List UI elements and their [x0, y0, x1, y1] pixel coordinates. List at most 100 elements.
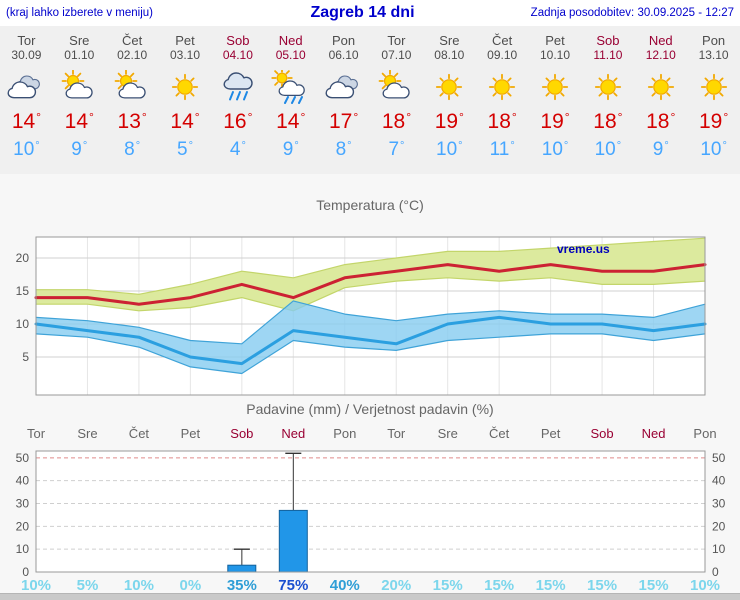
weather-icon-wrap — [211, 65, 264, 109]
sunny-icon — [700, 73, 727, 101]
day-max-temp: 14° — [276, 110, 306, 133]
sunny-icon — [171, 73, 199, 101]
weather-icon-wrap — [687, 65, 740, 109]
svg-text:10: 10 — [712, 542, 726, 556]
weather-icon-wrap — [106, 65, 159, 109]
day-min-temp: 4° — [229, 139, 246, 160]
day-min-temp: 10° — [594, 139, 622, 160]
forecast-day[interactable]: Sre 08.10 19° 10° — [423, 26, 476, 174]
day-date: 09.10 — [487, 48, 518, 62]
partly-icon — [379, 70, 411, 99]
precipitation-section: Padavine (mm) / Verjetnost padavin (%) T… — [0, 400, 740, 594]
precipitation-chart: 0 0 10 10 20 20 30 30 40 40 50 50 — [0, 448, 740, 578]
forecast-day[interactable]: Ned 12.10 18° 9° — [634, 26, 687, 174]
precip-probability: 5% — [76, 577, 99, 594]
svg-text:0: 0 — [22, 565, 29, 578]
sunny-icon — [647, 73, 674, 101]
precip-probability: 10% — [689, 577, 721, 594]
day-max-temp: 14° — [64, 110, 94, 133]
sunny-icon — [436, 73, 463, 101]
day-min-temp: 5° — [177, 139, 193, 160]
day-date: 04.10 — [222, 48, 253, 62]
precip-day-labels: Tor Sre Čet Pet Sob Ned Pon Tor Sre Čet Pet Sob Ned P… — [0, 422, 740, 448]
last-update-text: Zadnja posodobitev: 30.09.2025 - 12:27 — [530, 7, 734, 19]
svg-text:10: 10 — [16, 542, 30, 556]
precip-probability-labels: 10% 5% 10% 0% 35% 75% 40% 20% 15% 15% 15% 15% 15% 10% — [0, 577, 740, 594]
forecast-day[interactable]: Pon 06.10 17° 8° — [317, 26, 370, 174]
precip-day-label: Tor — [26, 426, 46, 441]
svg-text:20: 20 — [16, 519, 30, 533]
precip-probability: 15% — [535, 577, 566, 594]
day-name: Sob — [226, 33, 250, 48]
forecast-day[interactable]: Sre 01.10 14° 9° — [53, 26, 106, 174]
day-name: Sre — [69, 33, 90, 48]
partly-icon — [114, 70, 146, 99]
svg-text:40: 40 — [16, 474, 30, 488]
day-name: Čet — [122, 33, 143, 48]
sunny-icon — [594, 73, 621, 101]
partly-icon — [61, 70, 93, 99]
precip-day-label: Ned — [641, 426, 666, 441]
day-max-temp: 18° — [646, 110, 676, 133]
day-name: Ned — [278, 33, 303, 48]
weather-icon-wrap — [529, 65, 582, 109]
weather-icon-wrap — [476, 65, 529, 109]
svg-text:5: 5 — [22, 350, 29, 364]
precip-day-label: Pon — [333, 426, 357, 441]
day-name: Pon — [332, 33, 356, 48]
precip-probability: 75% — [278, 577, 309, 594]
day-date: 10.10 — [540, 48, 571, 62]
day-max-temp: 19° — [698, 110, 729, 133]
weather-icon-wrap — [53, 65, 106, 109]
day-max-temp: 18° — [487, 110, 517, 133]
forecast-day[interactable]: Pet 10.10 19° 10° — [529, 26, 582, 174]
sunny-icon — [541, 73, 569, 101]
precip-bar — [278, 509, 308, 573]
precip-probability: 15% — [432, 577, 463, 594]
forecast-day[interactable]: Čet 09.10 18° 11° — [476, 26, 529, 174]
precip-day-label: Sre — [77, 426, 98, 441]
weather-icon-wrap — [634, 65, 687, 109]
day-max-temp: 14° — [11, 110, 42, 133]
svg-text:50: 50 — [16, 451, 30, 465]
day-min-temp: 9° — [282, 139, 299, 160]
forecast-day[interactable]: Sob 11.10 18° 10° — [581, 26, 634, 174]
svg-text:20: 20 — [16, 251, 30, 265]
day-min-temp: 9° — [652, 139, 669, 160]
forecast-day[interactable]: Sob 04.10 16° 4° — [211, 26, 264, 174]
day-max-temp: 19° — [540, 110, 570, 133]
header-bar: (kraj lahko izberete v meniju) Zagreb 14… — [0, 0, 740, 26]
day-min-temp: 8° — [124, 139, 141, 160]
weather-icon-wrap — [370, 65, 423, 109]
forecast-day[interactable]: Tor 07.10 18° 7° — [370, 26, 423, 174]
precip-probability: 15% — [484, 577, 515, 594]
svg-text:40: 40 — [712, 474, 726, 488]
precip-day-label: Sre — [437, 426, 458, 441]
day-name: Čet — [492, 33, 513, 48]
day-name: Pet — [175, 33, 195, 48]
svg-text:0: 0 — [712, 565, 719, 578]
precip-probability: 15% — [638, 577, 669, 594]
precip-day-label: Pon — [693, 426, 717, 441]
weather-icon-wrap — [423, 65, 476, 109]
day-min-temp: 10° — [13, 139, 40, 160]
forecast-day[interactable]: Čet 02.10 13° 8° — [106, 26, 159, 174]
forecast-day[interactable]: Tor 30.09 14° 10° — [0, 26, 53, 174]
day-min-temp: 10° — [541, 139, 569, 160]
temperature-section: Temperatura (°C) vreme.us 5 10 15 20 — [0, 174, 740, 400]
day-date: 05.10 — [275, 48, 306, 62]
watermark-link[interactable]: vreme.us — [557, 242, 610, 256]
forecast-day[interactable]: Pet 03.10 14° 5° — [159, 26, 212, 174]
precip-day-label: Pet — [180, 426, 201, 441]
precip-day-label: Čet — [489, 426, 510, 441]
precip-probability: 0% — [179, 577, 202, 594]
forecast-day[interactable]: Pon 13.10 19° 10° — [687, 26, 740, 174]
svg-text:30: 30 — [712, 497, 726, 511]
forecast-day[interactable]: Ned 05.10 14° 9° — [264, 26, 317, 174]
day-date: 12.10 — [645, 48, 676, 62]
day-max-temp: 19° — [434, 110, 464, 133]
day-max-temp: 16° — [223, 110, 253, 133]
day-min-temp: 7° — [388, 139, 405, 160]
menu-note: (kraj lahko izberete v meniju) — [6, 7, 154, 19]
